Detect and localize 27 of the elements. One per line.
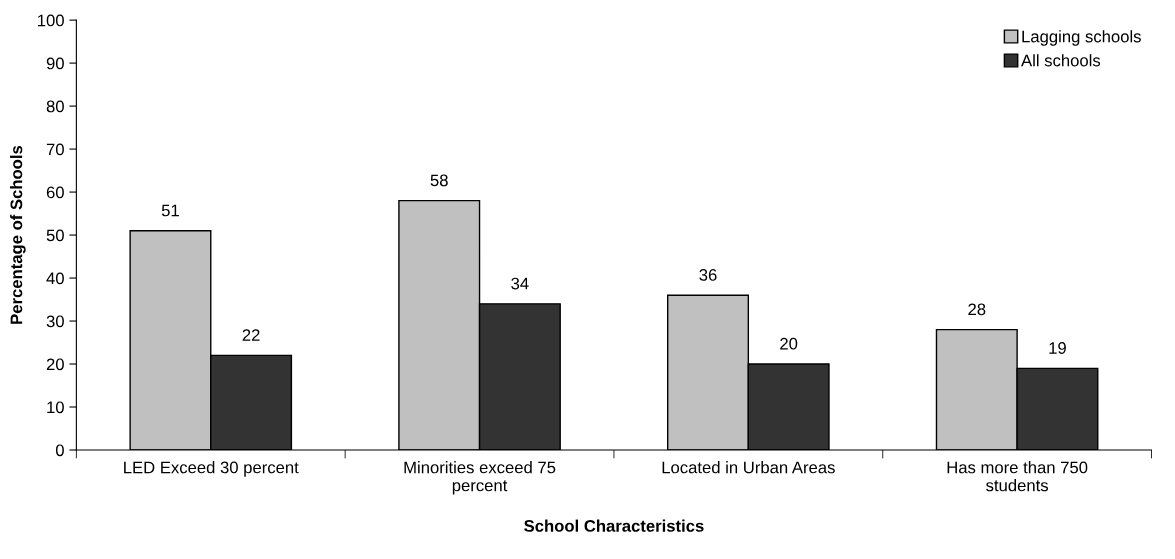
y-tick-label: 60 [46,186,64,199]
x-axis-title: School Characteristics [524,519,704,532]
data-label: 58 [430,174,448,187]
y-tick-label: 70 [46,143,64,156]
y-tick-label: 10 [47,401,64,414]
y-axis-title: Percentage of Schools [10,145,26,324]
y-tick-label: 0 [55,444,64,457]
data-label: 34 [511,277,529,290]
y-tick-label: 30 [46,315,64,328]
data-label: 22 [242,329,260,341]
y-tick-label: 50 [46,229,64,242]
y-tick-label: 80 [46,100,64,113]
data-label: 51 [161,204,179,217]
data-label: 36 [699,269,717,281]
x-tick-label: Located in Urban Areas [662,461,835,474]
y-tick-label: 40 [46,272,64,285]
data-label: 19 [1049,342,1066,354]
legend-label: Lagging schools [1022,30,1141,46]
y-tick-label: 20 [46,358,64,371]
y-tick-label: 90 [46,57,64,70]
data-label: 20 [780,337,798,350]
x-tick-label: LED Exceed 30 percent [124,461,299,477]
legend-label: All schools [1021,54,1101,67]
x-tick-label: Minorities exceed 75 percent [404,461,556,495]
data-label: 28 [968,303,986,316]
y-tick-label: 100 [38,14,64,27]
x-tick-label: Has more than 750 students [947,461,1088,492]
